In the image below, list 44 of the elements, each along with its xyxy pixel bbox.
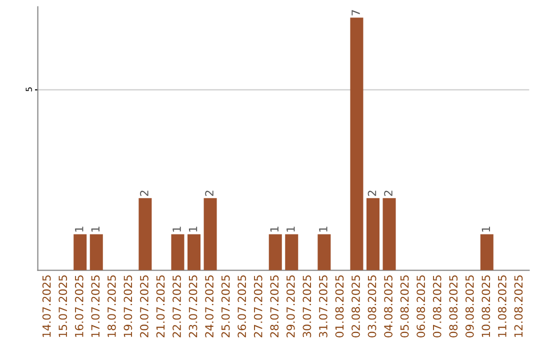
x-tick-label: 26.07.2025 (238, 275, 246, 338)
x-tick-label: 27.07.2025 (254, 275, 262, 338)
x-tick-label: 24.07.2025 (205, 275, 214, 338)
x-tick-label: 22.07.2025 (172, 275, 181, 338)
data-label: 1 (270, 226, 278, 232)
x-tick-label: 29.07.2025 (286, 275, 295, 338)
data-label: 2 (205, 190, 214, 196)
x-tick-label: 05.08.2025 (400, 275, 409, 338)
data-label: 1 (319, 226, 328, 232)
x-tick-label: 15.07.2025 (58, 275, 68, 337)
x-tick-label: 03.08.2025 (368, 275, 376, 338)
x-tick-label: 07.08.2025 (432, 275, 442, 338)
data-label: 2 (140, 190, 148, 196)
x-tick-label: 09.08.2025 (465, 275, 474, 338)
x-tick-label: 30.07.2025 (302, 275, 312, 338)
data-label: 1 (91, 226, 100, 232)
x-tick-label: 11.08.2025 (498, 275, 506, 337)
x-tick-label: 08.08.2025 (449, 275, 458, 338)
x-tick-label: 12.08.2025 (514, 275, 523, 337)
x-tick-label: 18.07.2025 (107, 275, 116, 337)
x-tick-label: 16.07.2025 (74, 275, 84, 337)
x-tick-label: 17.07.2025 (91, 275, 100, 337)
y-tick-label: 5 (26, 87, 32, 92)
x-tick-label: 20.07.2025 (140, 275, 148, 338)
data-label: 1 (172, 226, 181, 232)
x-tick-label: 28.07.2025 (270, 275, 279, 338)
x-tick-label: 02.08.2025 (352, 275, 360, 338)
x-tick-label: 25.07.2025 (221, 275, 230, 338)
x-tick-label: 31.07.2025 (319, 275, 328, 338)
data-label: 1 (75, 226, 84, 232)
data-label: 2 (368, 190, 376, 196)
data-label: 1 (188, 226, 198, 232)
x-tick-label: 06.08.2025 (416, 275, 426, 338)
data-label: 1 (286, 226, 295, 232)
x-tick-label: 14.07.2025 (42, 275, 51, 337)
x-tick-label: 01.08.2025 (335, 275, 344, 338)
data-label: 1 (482, 226, 490, 232)
data-label: 2 (384, 190, 392, 196)
x-tick-label: 10.08.2025 (482, 275, 490, 337)
x-tick-label: 23.07.2025 (188, 275, 198, 338)
x-tick-label: 04.08.2025 (384, 275, 392, 338)
x-tick-label: 19.07.2025 (124, 275, 132, 337)
x-tick-label: 21.07.2025 (156, 275, 165, 338)
data-label: 7 (352, 10, 360, 16)
